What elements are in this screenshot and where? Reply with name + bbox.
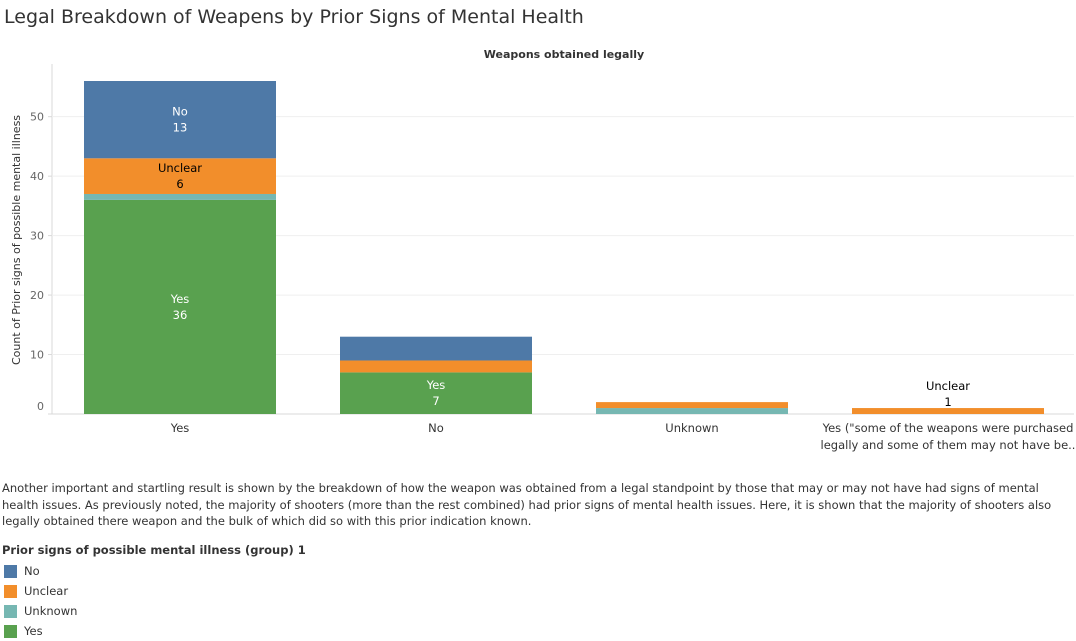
description-text: Another important and startling result i…	[2, 481, 1052, 528]
bars	[84, 81, 1044, 414]
page-title: Legal Breakdown of Weapens by Prior Sign…	[4, 6, 584, 28]
data-label: 13	[173, 121, 188, 135]
legend-item-yes[interactable]: Yes	[2, 621, 306, 641]
data-label: Yes	[426, 378, 446, 392]
legend-swatch-unclear	[4, 584, 17, 598]
x-tick-label: legally and some of them may not have be…	[821, 438, 1076, 452]
legend-label-no: No	[24, 564, 40, 578]
y-tick-label: 30	[30, 230, 44, 243]
legend-item-unknown[interactable]: Unknown	[2, 601, 306, 621]
x-tick-label: No	[428, 421, 444, 435]
data-label: 7	[432, 394, 439, 408]
data-label: Yes	[170, 292, 190, 306]
bar-no-1[interactable]	[340, 336, 532, 361]
bar-unclear-3[interactable]	[852, 408, 1044, 414]
data-label: Unclear	[158, 161, 202, 175]
legend-label-unclear: Unclear	[24, 584, 69, 598]
x-tick-label: Unknown	[665, 421, 718, 435]
legend-label-yes: Yes	[24, 624, 43, 638]
legend-item-no[interactable]: No	[2, 561, 306, 581]
bar-no-0[interactable]	[84, 81, 276, 159]
bar-unknown-0[interactable]	[84, 193, 276, 200]
y-tick-label: 0	[37, 400, 44, 413]
x-tick-label: Yes	[170, 421, 190, 435]
data-label: 6	[176, 177, 183, 191]
y-tick-label: 10	[30, 349, 44, 362]
y-tick-label: 50	[30, 111, 44, 124]
legend-label-unknown: Unknown	[24, 604, 78, 618]
bar-unclear-0[interactable]	[84, 158, 276, 194]
data-label: No	[172, 105, 188, 119]
bar-unclear-1[interactable]	[340, 360, 532, 373]
y-axis-ticks: 0 10 20 30 40 50	[30, 111, 52, 415]
x-axis-ticks: Yes No Unknown Yes ("some of the weapons we…	[170, 421, 1076, 452]
legend-swatch-no	[4, 564, 17, 578]
y-tick-label: 20	[30, 289, 44, 302]
legend-swatch-yes	[4, 624, 17, 638]
data-label: 36	[173, 308, 188, 322]
data-label: Unclear	[926, 379, 970, 393]
stacked-bar-chart: Weapons obtained legally Count of Prior …	[10, 48, 1076, 452]
bar-unclear-2[interactable]	[596, 402, 788, 409]
legend-title: Prior signs of possible mental illness (…	[2, 543, 306, 557]
legend-swatch-unknown	[4, 604, 17, 618]
data-label: 1	[944, 395, 951, 409]
legend: Prior signs of possible mental illness (…	[2, 543, 306, 641]
x-tick-label: Yes ("some of the weapons were purchased	[822, 421, 1074, 435]
y-axis-label: Count of Prior signs of possible mental …	[10, 115, 23, 365]
bar-yes-0[interactable]	[84, 199, 276, 414]
bar-unknown-2[interactable]	[596, 408, 788, 414]
y-tick-label: 40	[30, 170, 44, 183]
data-labels: No 13 Unclear 6 Yes 36 Yes 7 Unclear 1	[158, 105, 970, 409]
legend-item-unclear[interactable]: Unclear	[2, 581, 306, 601]
chart-title: Weapons obtained legally	[484, 48, 644, 61]
bar-yes-1[interactable]	[340, 372, 532, 414]
